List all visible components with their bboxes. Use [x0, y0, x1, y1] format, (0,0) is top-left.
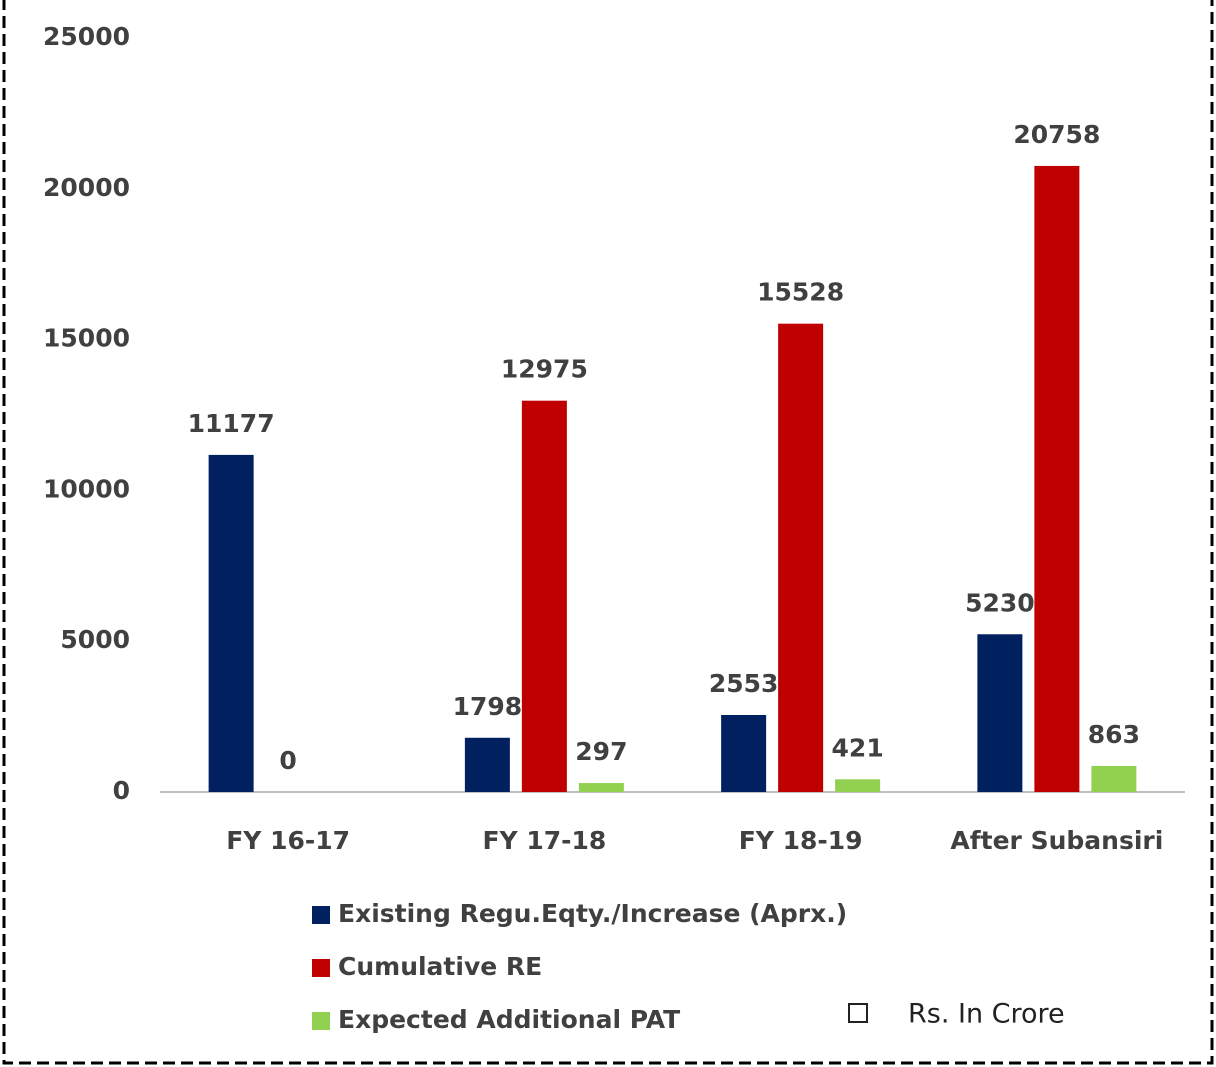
bar: [208, 454, 254, 792]
bar: [521, 400, 567, 792]
annotation: Rs. In Crore: [908, 999, 1065, 1030]
y-tick-label: 15000: [43, 324, 130, 353]
data-label: 5230: [965, 588, 1035, 617]
data-label: 421: [832, 733, 884, 762]
data-label: 863: [1088, 720, 1140, 749]
bar: [578, 783, 624, 792]
x-tick-label: FY 16-17: [226, 826, 350, 855]
bar: [977, 634, 1023, 792]
legend-label: Existing Regu.Eqty./Increase (Aprx.): [338, 899, 847, 928]
y-tick-label: 10000: [43, 474, 130, 503]
bar: [721, 715, 767, 792]
bar: [1034, 165, 1080, 792]
data-label: 15528: [757, 278, 844, 307]
y-tick-label: 25000: [43, 22, 130, 51]
y-tick-label: 20000: [43, 173, 130, 202]
data-label: 1798: [453, 692, 523, 721]
bar: [835, 779, 881, 792]
x-tick-label: FY 17-18: [482, 826, 606, 855]
y-tick-label: 5000: [60, 625, 130, 654]
legend-label: Expected Additional PAT: [338, 1005, 680, 1034]
y-tick-label: 0: [113, 776, 130, 805]
annotation-bullet: [848, 1003, 868, 1023]
data-label: 20758: [1013, 120, 1100, 149]
data-label: 2553: [709, 669, 779, 698]
bar: [778, 323, 824, 792]
x-tick-label: After Subansiri: [950, 826, 1163, 855]
bar: [464, 737, 510, 792]
data-label: 12975: [501, 355, 588, 384]
legend-swatch: [312, 1012, 330, 1030]
legend-swatch: [312, 906, 330, 924]
x-tick-label: FY 18-19: [739, 826, 863, 855]
bar: [1091, 765, 1137, 792]
legend-swatch: [312, 959, 330, 977]
data-label: 0: [279, 746, 296, 775]
legend-label: Cumulative RE: [338, 952, 542, 981]
data-label: 297: [575, 737, 627, 766]
data-label: 11177: [188, 409, 275, 438]
